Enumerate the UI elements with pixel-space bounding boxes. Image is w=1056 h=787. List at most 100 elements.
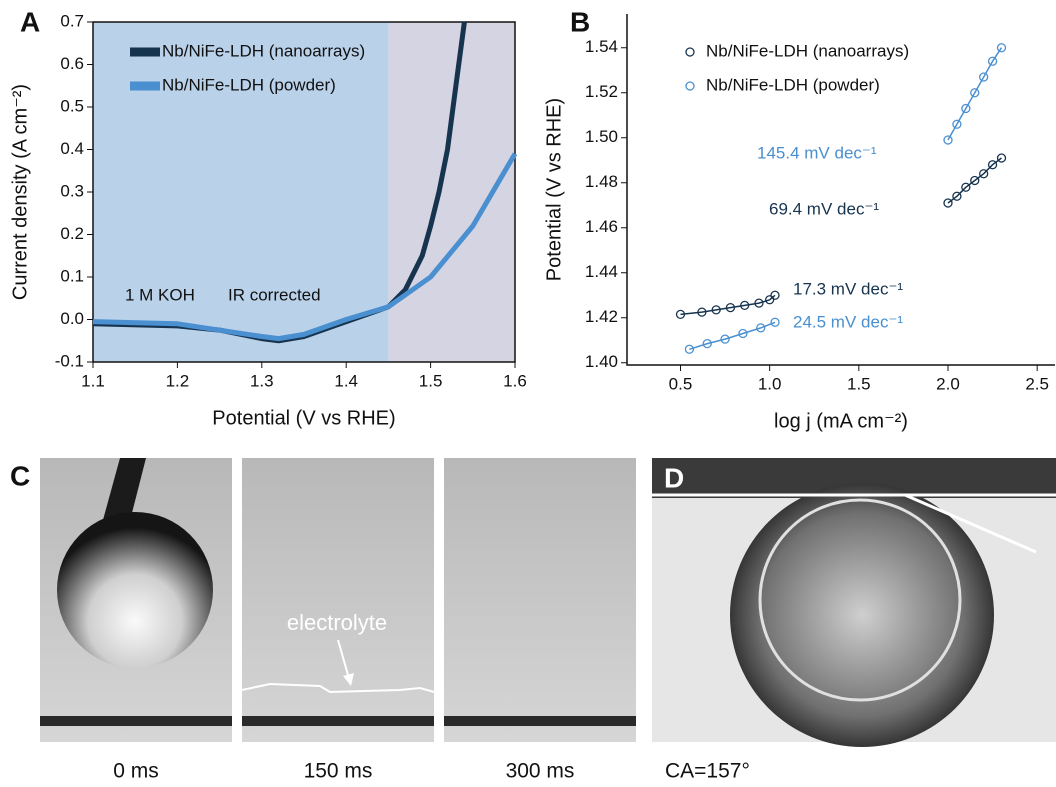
annotation: 145.4 mV dec⁻¹ [757,143,877,162]
panel-label: C [10,460,30,491]
point [697,307,707,317]
legend-swatch [685,81,695,91]
axes [626,14,1055,366]
point [738,328,748,339]
y-tick-label: 0.7 [60,11,84,30]
point [970,88,980,98]
point [765,295,775,305]
y-tick-label: 1.50 [585,127,618,146]
legend-label: Nb/NiFe-LDH (powder) [706,75,880,94]
y-axis-title: Potential (V vs RHE) [543,98,565,281]
photo-d: D CA=157° [652,458,1056,783]
frame [444,458,636,742]
point [979,72,989,82]
electrolyte-line [241,682,435,694]
region [93,22,389,362]
y-tick-label: 1.48 [585,172,618,191]
annotation: 17.3 mV dec⁻¹ [793,279,903,298]
point [684,344,695,354]
frame [242,458,434,742]
caption: 300 ms [506,760,575,782]
y-tick-label: 0.0 [60,309,84,328]
panel-label: B [570,6,590,37]
fit-line [689,47,1003,351]
annotation: IR corrected [228,285,321,304]
legend-label: Nb/NiFe-LDH (nanoarrays) [706,41,909,60]
y-tick-label: 0.5 [60,96,84,115]
substrate [444,716,636,726]
point [756,323,766,333]
point [720,334,730,344]
panel-label: D [664,462,684,493]
x-tick-label: 1.5 [847,374,871,393]
point [702,338,712,349]
point [961,103,971,114]
region [388,22,515,362]
x-tick-label: 1.1 [81,371,105,390]
x-tick-label: 1.4 [334,371,358,390]
x-tick-label: 1.2 [166,371,190,390]
substrate [242,716,434,726]
y-axis-title: Current density (A cm⁻²) [9,84,31,300]
legend-swatch [685,47,695,57]
x-tick-label: 2.0 [936,374,960,393]
point [943,198,953,208]
point [952,191,962,201]
x-tick-label: 0.5 [669,374,693,393]
x-tick-label: 1.5 [419,371,443,390]
point [987,160,998,170]
caption: 150 ms [304,760,373,782]
tangent [904,493,1037,554]
legend-label: Nb/NiFe-LDH (nanoarrays) [162,41,365,60]
annotation: 69.4 mV dec⁻¹ [769,199,879,218]
y-tick-label: 0.4 [60,139,84,158]
y-tick-label: 1.54 [585,37,618,56]
legend-label: Nb/NiFe-LDH (powder) [162,75,336,94]
annotation: 1 M KOH [125,285,195,304]
point [979,169,989,179]
fit-line [680,157,1002,316]
point [987,56,998,66]
point [711,305,721,315]
axes [92,21,516,363]
y-tick-label: 0.1 [60,266,84,285]
x-tick-label: 1.6 [503,371,527,390]
arrow-head [343,673,354,686]
photo-c: C electrolyte 0 ms 150 ms 300 ms [10,458,636,783]
point [770,290,780,300]
point [996,153,1007,163]
caption: CA=157° [665,760,750,782]
droplet [57,512,213,668]
sphere [730,483,994,747]
annotation: 24.5 mV dec⁻¹ [793,312,903,331]
x-axis-title: Potential (V vs RHE) [212,407,395,429]
point [754,298,764,308]
x-tick-label: 1.3 [250,371,274,390]
x-axis-title: log j (mA cm⁻²) [774,410,908,432]
point [770,317,780,327]
point [952,119,962,129]
y-tick-label: 0.6 [60,54,84,73]
point [740,300,750,311]
y-tick-label: -0.1 [55,351,84,370]
x-tick-label: 1.0 [758,374,782,393]
point [970,175,980,186]
y-tick-label: 0.3 [60,181,84,200]
y-tick-label: 0.2 [60,224,84,243]
point [675,309,686,320]
annotation: electrolyte [287,610,387,635]
point [961,182,971,192]
y-tick-label: 1.40 [585,352,618,371]
y-tick-label: 1.52 [585,82,618,101]
point [943,135,953,145]
line [92,152,518,342]
y-tick-label: 1.44 [585,262,618,281]
reflection [758,498,962,702]
substrate [40,716,232,726]
point [725,302,736,313]
y-tick-label: 1.46 [585,217,618,236]
caption: 0 ms [113,760,159,782]
panel-label: A [20,6,40,37]
point [996,43,1007,53]
